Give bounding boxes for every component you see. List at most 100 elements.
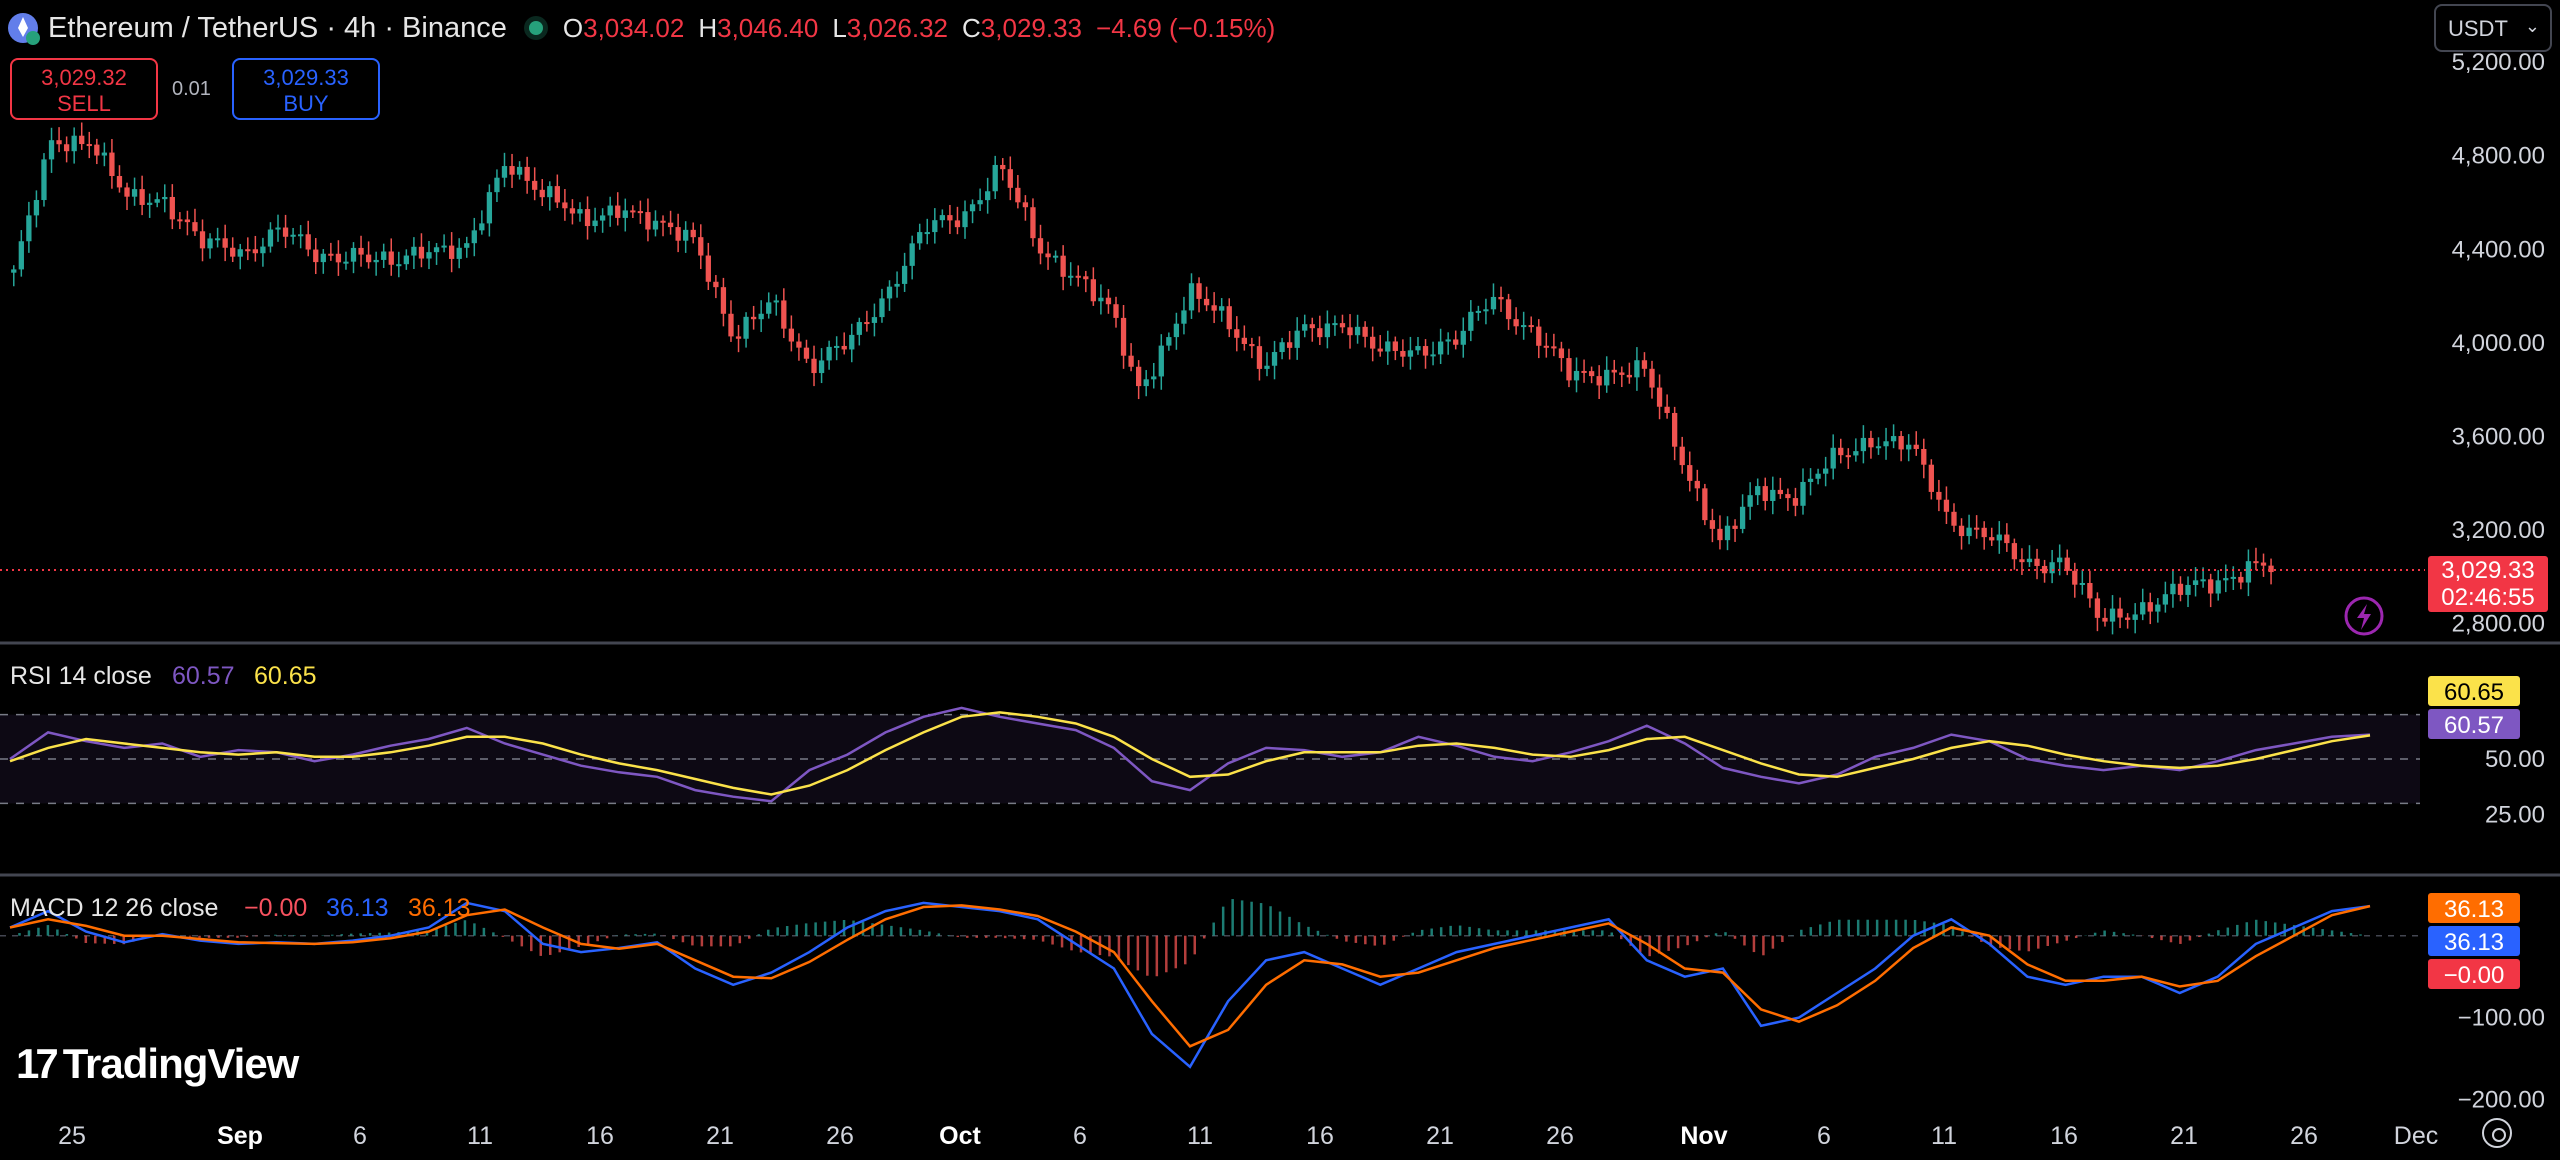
- time-axis-label: 11: [467, 1122, 493, 1150]
- sell-button[interactable]: 3,029.32 SELL: [10, 58, 158, 120]
- candle-body: [1739, 506, 1746, 529]
- candle-body: [2011, 543, 2018, 560]
- time-axis-label: 11: [1931, 1122, 1957, 1150]
- eth-coin-icon: [8, 13, 40, 45]
- rsi-band: [0, 714, 2420, 804]
- candle-body: [599, 215, 606, 221]
- candle-body: [18, 241, 24, 270]
- candle-body: [2192, 580, 2199, 585]
- currency-value: USDT: [2448, 16, 2508, 41]
- candle-body: [1460, 330, 1466, 345]
- rsi-ma-line: [9, 711, 2371, 796]
- macd-title: MACD 12 26 close: [10, 894, 218, 922]
- candle-body: [1203, 298, 1210, 306]
- candle-body: [977, 200, 983, 205]
- candle-body: [750, 316, 757, 320]
- candle-body: [2260, 562, 2267, 566]
- candle-body: [539, 189, 545, 198]
- candle-body: [2223, 578, 2229, 581]
- candle-body: [237, 249, 243, 257]
- candle-body: [1694, 480, 1700, 489]
- candle-body: [464, 243, 470, 248]
- candle-body: [501, 166, 508, 178]
- candle-body: [1007, 169, 1013, 188]
- candle-body: [849, 334, 855, 350]
- candle-body: [79, 135, 85, 145]
- candle-body: [2215, 580, 2221, 594]
- candle-body: [320, 253, 326, 263]
- hist-legend-value: −0.00: [244, 894, 307, 922]
- candle-body: [2034, 558, 2040, 566]
- candle-body: [177, 219, 183, 222]
- symbol-title[interactable]: Ethereum / TetherUS · 4h · Binance: [48, 11, 507, 44]
- candle-body: [1543, 345, 1549, 348]
- candle-body: [1249, 344, 1255, 347]
- candle-body: [1755, 486, 1761, 496]
- candle-body: [33, 200, 40, 216]
- buy-button[interactable]: 3,029.33 BUY: [232, 58, 380, 120]
- candle-body: [184, 219, 191, 223]
- price-axis-label: 3,200.00: [2452, 517, 2545, 544]
- candle-body: [1709, 520, 1716, 529]
- macd-axis-label: −100.00: [2458, 1005, 2545, 1032]
- rsi-axis-label: 25.00: [2485, 802, 2545, 829]
- candle-body: [2079, 582, 2085, 585]
- candle-body: [1724, 525, 1731, 541]
- currency-select[interactable]: USDT ⌄: [2434, 4, 2552, 52]
- candle-body: [1196, 283, 1202, 299]
- candle-body: [781, 300, 787, 329]
- candle-body: [124, 187, 130, 197]
- candle-body: [1588, 371, 1595, 377]
- candle-body: [516, 166, 523, 175]
- candle-body: [388, 251, 394, 265]
- candle-body: [1136, 366, 1142, 387]
- candle-body: [886, 286, 893, 299]
- candle-body: [1989, 537, 1995, 541]
- candle-body: [871, 317, 878, 323]
- time-axis-label: 6: [1817, 1122, 1831, 1150]
- candle-body: [1347, 327, 1353, 336]
- candle-body: [1068, 275, 1074, 278]
- candle-body: [426, 252, 432, 259]
- candle-body: [11, 269, 17, 273]
- candle-body: [1830, 447, 1836, 469]
- candle-body: [1928, 464, 1934, 492]
- close-key: C: [962, 12, 981, 43]
- candle-body: [2253, 561, 2259, 564]
- candle-body: [441, 245, 447, 248]
- price-axis-label: 4,000.00: [2452, 330, 2545, 357]
- candle-body: [1845, 455, 1851, 458]
- candle-body: [1120, 317, 1127, 356]
- candle-body: [1468, 311, 1474, 331]
- time-axis-label: 25: [58, 1122, 86, 1150]
- candle-body: [207, 238, 213, 249]
- rsi-ma-tag: [2428, 676, 2520, 706]
- candle-body: [834, 345, 840, 348]
- candle-body: [939, 215, 946, 221]
- candle-body: [131, 189, 138, 197]
- candle-body: [403, 255, 409, 265]
- candle-body: [1294, 330, 1300, 348]
- candle-body: [622, 210, 628, 218]
- macd-tag-label: 36.13: [2444, 929, 2504, 956]
- candle-body: [365, 254, 372, 263]
- candle-body: [1868, 437, 1874, 448]
- candle-body: [2117, 608, 2123, 618]
- candle-body: [1875, 446, 1882, 449]
- candle-body: [1490, 296, 1497, 310]
- hist-tag-label: −0.00: [2444, 962, 2505, 989]
- candle-body: [1807, 478, 1814, 482]
- rsi-tag-label: 60.57: [2444, 712, 2504, 739]
- candle-body: [1770, 489, 1776, 501]
- candle-body: [803, 347, 810, 359]
- settings-gear-icon[interactable]: [2482, 1118, 2512, 1148]
- rsi-line: [9, 706, 2371, 803]
- candle-body: [728, 313, 734, 337]
- candle-body: [1800, 481, 1806, 506]
- candle-body: [811, 358, 817, 374]
- candle-body: [2140, 602, 2146, 615]
- candle-body: [1596, 376, 1602, 386]
- candle-body: [1415, 346, 1421, 351]
- candle-body: [1664, 406, 1670, 413]
